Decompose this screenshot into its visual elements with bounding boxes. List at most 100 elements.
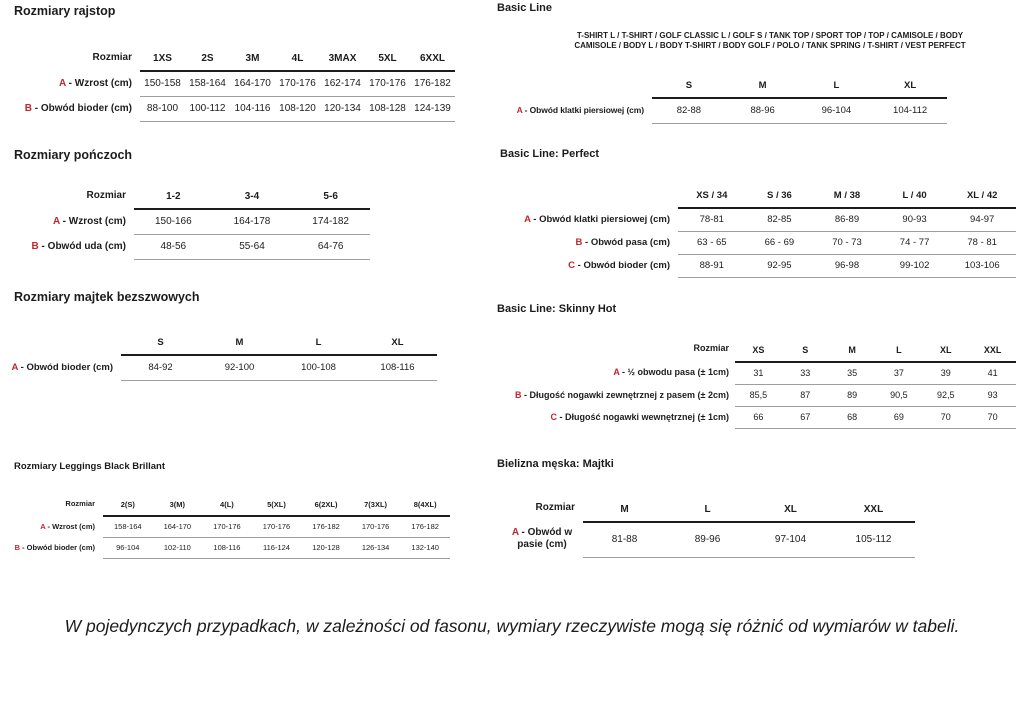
perfect-size-table: XS / 34 S / 36 M / 38 L / 40 XL / 42 A - Obwó…	[500, 186, 1016, 278]
size-value-cell: 150-166	[134, 209, 213, 236]
measurement-label: A - Obwód bioder (cm)	[11, 362, 113, 374]
size-value-cell: 70 - 73	[813, 231, 881, 255]
size-column-label: Rozmiar	[86, 189, 126, 201]
size-value-cell: 48-56	[134, 234, 213, 261]
rajstop-size-table: Rozmiar 1XS 2S 3M 4L 3MAX 5XL 6XXL A - Wzrost (c…	[14, 50, 455, 123]
size-value-cell: 150-158	[140, 71, 185, 98]
size-header-cell: S / 36	[745, 186, 814, 209]
size-value-cell: 158-164	[185, 71, 230, 98]
size-value-cell: 78 - 81	[948, 231, 1016, 255]
table-row: A - Obwód klatki piersiowej (cm) 82-88 88-…	[494, 97, 947, 124]
size-value-cell: 78-81	[678, 207, 746, 232]
table-row: B - Obwód bioder (cm) 88-100 100-112 104-11…	[14, 96, 455, 123]
table-row: A - Wzrost (cm) 158-164 164-170 170-176 170-…	[5, 515, 450, 538]
majtki-bezszwowe-size-table: S M L XL A - Obwód bioder (cm) 84-92 92-100 100…	[3, 334, 437, 382]
size-header-cell: 3M	[230, 50, 275, 73]
size-header-cell: M	[725, 76, 800, 99]
size-header-cell: S	[781, 341, 829, 363]
size-value-cell: 102-110	[152, 537, 203, 559]
size-table: Rozmiar 2(S) 3(M) 4(L) 5(XL) 6(2XL) 7(3XL) 8(4X…	[5, 496, 450, 559]
size-column-label: Rozmiar	[693, 343, 729, 354]
size-value-cell: 164-178	[212, 209, 292, 236]
size-value-cell: 108-120	[275, 96, 320, 123]
size-table: S M L XL A - Obwód klatki piersiowej (cm) 82-…	[494, 76, 947, 124]
size-header-cell: 5-6	[291, 188, 370, 211]
size-value-cell: 81-88	[583, 521, 666, 558]
size-column-label: Rozmiar	[535, 502, 575, 514]
size-table: Rozmiar XS S M L XL XXL A - ½ obwodu pasa (± 1c…	[490, 341, 1016, 429]
basic-line-size-table: S M L XL A - Obwód klatki piersiowej (cm) 82-…	[494, 76, 947, 124]
measurement-letter: B	[575, 236, 583, 248]
size-value-cell: 33	[781, 361, 829, 385]
size-value-cell: 100-108	[279, 355, 358, 382]
measurement-label: A - Obwód klatki piersiowej (cm)	[516, 105, 644, 116]
size-value-cell: 164-170	[152, 515, 203, 538]
size-value-cell: 87	[781, 384, 829, 407]
table-row: A - Wzrost (cm) 150-158 158-164 164-170 170-…	[14, 71, 455, 98]
basic-line-product-list: T-SHIRT L / T-SHIRT / GOLF CLASSIC L / G…	[494, 31, 1018, 51]
size-header-cell: S	[652, 76, 726, 99]
table-row: A - Obwód w pasie (cm) 81-88 89-96 97-104 10…	[505, 521, 915, 558]
measurement-label: B - Długość nogawki zewnętrznej z pasem …	[515, 389, 729, 400]
measurement-letter: C	[568, 259, 575, 271]
size-header-cell: 3(M)	[152, 496, 203, 517]
table-row: B - Obwód uda (cm) 48-56 55-64 64-76	[14, 234, 370, 261]
size-value-cell: 93	[969, 384, 1016, 407]
table-row: B - Obwód pasa (cm) 63 - 65 66 - 69 70 - 73…	[500, 231, 1016, 255]
section-title-basic-line: Basic Line	[497, 2, 553, 14]
measurement-label: B - Obwód bioder (cm)	[14, 543, 95, 553]
measurement-label: A - Obwód klatki piersiowej (cm)	[524, 213, 670, 225]
measurement-letter: A	[516, 105, 523, 116]
measurement-letter: B	[515, 389, 522, 400]
size-header-cell: 3MAX	[320, 50, 365, 73]
size-value-cell: 170-176	[365, 71, 410, 98]
footnote-disclaimer: W pojedynczych przypadkach, w zależności…	[64, 616, 960, 636]
size-value-cell: 92,5	[922, 384, 970, 407]
size-header-cell: XXL	[832, 500, 915, 523]
size-header-cell: XS	[735, 341, 782, 363]
measurement-label: B - Obwód bioder (cm)	[24, 103, 132, 115]
size-header-cell: 5(XL)	[251, 496, 302, 517]
size-header-cell: L	[279, 334, 358, 357]
size-value-cell: 170-176	[275, 71, 320, 98]
measurement-label: B - Obwód pasa (cm)	[575, 236, 671, 248]
size-value-cell: 105-112	[832, 521, 915, 558]
size-value-cell: 55-64	[212, 234, 292, 261]
section-title-leggings: Rozmiary Leggings Black Brillant	[14, 461, 165, 472]
size-value-cell: 35	[828, 361, 876, 385]
bielizna-meska-size-table: Rozmiar M L XL XXL A - Obwód w pasie (cm) 81-8…	[505, 500, 915, 558]
size-value-cell: 70	[922, 406, 970, 429]
size-value-cell: 176-182	[400, 515, 450, 538]
size-value-cell: 108-128	[365, 96, 410, 123]
measurement-label: A - ½ obwodu pasa (± 1cm)	[613, 367, 729, 378]
size-value-cell: 92-95	[745, 254, 814, 278]
size-value-cell: 174-182	[291, 209, 370, 236]
size-column-label	[494, 77, 652, 98]
size-value-cell: 158-164	[103, 515, 153, 538]
size-value-cell: 103-106	[948, 254, 1016, 278]
size-header-cell: 1XS	[140, 50, 185, 73]
size-table: Rozmiar 1-2 3-4 5-6 A - Wzrost (cm) 150-166 16…	[14, 188, 370, 261]
measurement-label: A - Wzrost (cm)	[59, 78, 132, 90]
size-header-cell: M	[583, 500, 666, 523]
size-header-cell: 8(4XL)	[400, 496, 450, 517]
size-header-cell: M	[828, 341, 876, 363]
measurement-letter: C	[550, 411, 558, 422]
measurement-label: C - Obwód bioder (cm)	[568, 259, 670, 271]
size-value-cell: 74 - 77	[880, 231, 949, 255]
size-value-cell: 37	[875, 361, 923, 385]
size-value-cell: 104-112	[873, 97, 947, 124]
measurement-label: B - Obwód uda (cm)	[31, 241, 126, 253]
size-header-cell: 3-4	[212, 188, 292, 211]
size-header-cell: 2(S)	[103, 496, 153, 517]
size-header-cell: XL	[873, 76, 947, 99]
section-title-bielizna-meska: Bielizna męska: Majtki	[497, 458, 614, 470]
size-value-cell: 89-96	[666, 521, 749, 558]
size-value-cell: 41	[969, 361, 1016, 385]
size-value-cell: 88-100	[140, 96, 185, 123]
size-value-cell: 66	[735, 406, 782, 429]
size-value-cell: 96-104	[799, 97, 874, 124]
size-header-cell: 4L	[275, 50, 320, 73]
size-value-cell: 162-174	[320, 71, 365, 98]
size-value-cell: 126-134	[350, 537, 401, 559]
